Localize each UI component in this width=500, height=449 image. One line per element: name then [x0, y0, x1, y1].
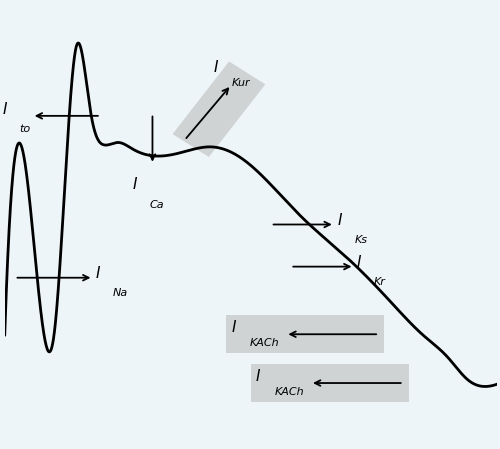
- Text: I: I: [256, 369, 260, 384]
- Text: I: I: [2, 102, 7, 117]
- Text: Ks: Ks: [354, 235, 368, 245]
- Text: I: I: [214, 60, 218, 75]
- Text: I: I: [96, 266, 100, 281]
- Text: I: I: [232, 320, 236, 335]
- FancyBboxPatch shape: [226, 315, 384, 353]
- Text: KACh: KACh: [274, 387, 304, 397]
- Text: to: to: [20, 124, 30, 134]
- Text: Na: Na: [113, 288, 128, 298]
- Text: Ca: Ca: [150, 199, 164, 210]
- Text: I: I: [357, 255, 362, 270]
- Text: KACh: KACh: [250, 338, 280, 348]
- Text: I: I: [337, 212, 342, 228]
- Text: Kr: Kr: [374, 277, 386, 287]
- FancyBboxPatch shape: [251, 364, 408, 402]
- Text: Kur: Kur: [232, 78, 250, 88]
- Polygon shape: [172, 62, 266, 157]
- Text: I: I: [133, 177, 138, 192]
